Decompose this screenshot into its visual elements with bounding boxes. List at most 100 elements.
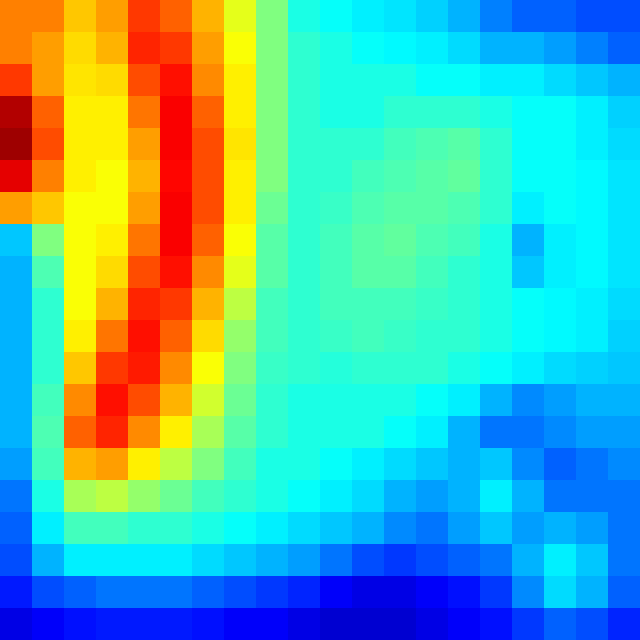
heat-cell xyxy=(320,160,353,193)
heat-cell xyxy=(576,0,609,33)
heat-cell xyxy=(608,544,640,577)
heat-cell xyxy=(288,128,321,161)
heat-cell xyxy=(608,160,640,193)
heat-cell xyxy=(256,480,289,513)
heat-cell xyxy=(480,64,513,97)
heat-cell xyxy=(192,192,225,225)
heat-cell xyxy=(128,128,161,161)
heat-cell xyxy=(448,288,481,321)
heat-cell xyxy=(480,224,513,257)
heat-cell xyxy=(256,160,289,193)
heat-cell xyxy=(128,608,161,640)
heat-cell xyxy=(416,544,449,577)
heat-cell xyxy=(480,512,513,545)
heat-cell xyxy=(192,576,225,609)
heat-cell xyxy=(96,480,129,513)
heat-cell xyxy=(512,448,545,481)
heat-cell xyxy=(64,64,97,97)
heat-cell xyxy=(544,320,577,353)
heat-cell xyxy=(192,128,225,161)
heat-cell xyxy=(128,32,161,65)
heat-cell xyxy=(128,320,161,353)
heat-cell xyxy=(544,512,577,545)
heat-cell xyxy=(544,128,577,161)
heat-cell xyxy=(576,128,609,161)
heat-cell xyxy=(256,576,289,609)
heat-cell xyxy=(224,224,257,257)
heat-cell xyxy=(576,544,609,577)
heat-cell xyxy=(256,192,289,225)
heat-cell xyxy=(288,256,321,289)
heat-cell xyxy=(96,32,129,65)
heat-cell xyxy=(416,96,449,129)
heat-cell xyxy=(64,608,97,640)
heat-cell xyxy=(448,64,481,97)
heat-cell xyxy=(512,224,545,257)
heat-cell xyxy=(160,32,193,65)
heat-cell xyxy=(0,416,33,449)
heat-cell xyxy=(64,416,97,449)
heat-cell xyxy=(288,192,321,225)
heat-cell xyxy=(448,128,481,161)
heat-cell xyxy=(0,512,33,545)
heat-cell xyxy=(96,192,129,225)
heat-cell xyxy=(576,512,609,545)
heat-cell xyxy=(160,192,193,225)
heat-cell xyxy=(224,96,257,129)
heat-cell xyxy=(384,96,417,129)
heat-cell xyxy=(416,320,449,353)
heat-cell xyxy=(0,192,33,225)
heat-cell xyxy=(64,384,97,417)
heat-cell xyxy=(512,608,545,640)
heat-cell xyxy=(0,256,33,289)
heat-cell xyxy=(544,0,577,33)
heat-cell xyxy=(416,448,449,481)
heat-cell xyxy=(32,0,65,33)
heat-cell xyxy=(32,416,65,449)
heat-cell xyxy=(544,544,577,577)
heat-cell xyxy=(224,320,257,353)
heat-cell xyxy=(480,288,513,321)
heat-cell xyxy=(576,576,609,609)
heat-cell xyxy=(448,0,481,33)
heat-cell xyxy=(320,544,353,577)
heat-cell xyxy=(416,0,449,33)
heat-cell xyxy=(512,288,545,321)
heat-cell xyxy=(608,224,640,257)
heat-cell xyxy=(288,512,321,545)
heat-cell xyxy=(352,32,385,65)
heat-cell xyxy=(128,0,161,33)
heat-cell xyxy=(544,64,577,97)
heat-cell xyxy=(352,512,385,545)
heat-cell xyxy=(416,480,449,513)
heat-cell xyxy=(416,192,449,225)
heat-cell xyxy=(96,608,129,640)
heat-cell xyxy=(96,160,129,193)
heat-cell xyxy=(288,544,321,577)
heat-cell xyxy=(320,448,353,481)
heat-cell xyxy=(512,128,545,161)
heat-cell xyxy=(544,416,577,449)
heat-cell xyxy=(0,544,33,577)
heat-cell xyxy=(608,384,640,417)
heat-cell xyxy=(288,352,321,385)
heat-cell xyxy=(96,544,129,577)
heat-cell xyxy=(224,480,257,513)
heat-cell xyxy=(96,352,129,385)
heat-cell xyxy=(544,608,577,640)
heat-cell xyxy=(416,256,449,289)
heat-cell xyxy=(192,608,225,640)
heat-cell xyxy=(320,288,353,321)
heat-cell xyxy=(32,480,65,513)
heat-cell xyxy=(32,288,65,321)
heat-cell xyxy=(64,128,97,161)
heat-cell xyxy=(288,608,321,640)
heat-cell xyxy=(128,192,161,225)
heat-cell xyxy=(352,384,385,417)
heat-cell xyxy=(320,384,353,417)
heat-cell xyxy=(512,0,545,33)
heat-cell xyxy=(256,96,289,129)
heat-cell xyxy=(192,448,225,481)
heat-cell xyxy=(448,224,481,257)
heat-cell xyxy=(320,64,353,97)
